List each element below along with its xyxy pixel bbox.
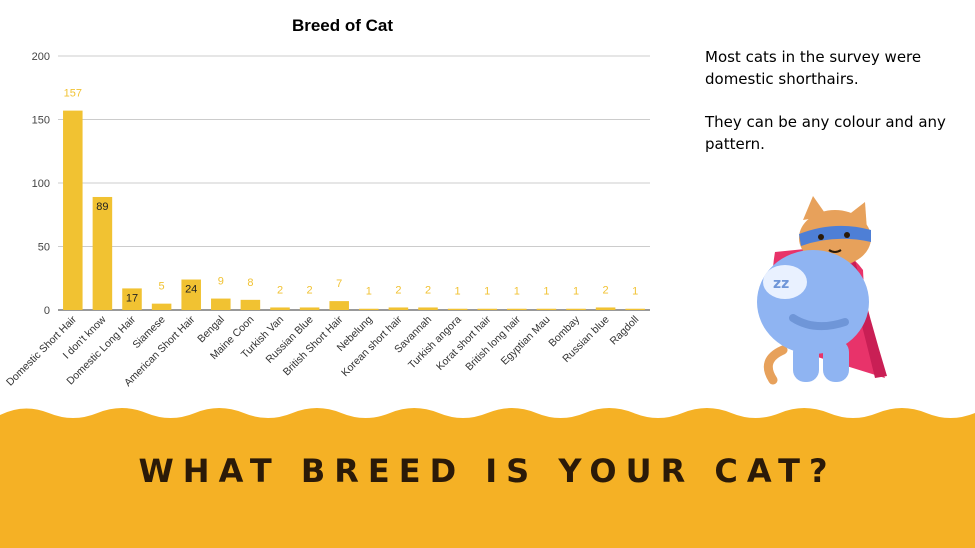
data-label: 5 — [159, 281, 165, 293]
data-label: 1 — [632, 286, 638, 298]
banner-background — [0, 408, 975, 548]
banner-title: WHAT BREED IS YOUR CAT? — [138, 452, 837, 490]
chart-title: Breed of Cat — [291, 16, 394, 35]
description-text: Most cats in the survey were domestic sh… — [705, 46, 960, 176]
data-label: 17 — [126, 292, 138, 304]
y-tick-label: 100 — [32, 178, 50, 190]
bar — [566, 308, 586, 310]
data-label: 7 — [336, 278, 342, 290]
y-tick-label: 150 — [32, 115, 50, 127]
bar — [240, 299, 261, 310]
bar — [63, 110, 83, 310]
description-paragraph-2: They can be any colour and any pattern. — [705, 113, 946, 153]
bar — [595, 307, 616, 310]
data-label: 2 — [425, 284, 431, 296]
svg-text:zz: zz — [773, 276, 789, 292]
data-label: 24 — [185, 284, 197, 296]
data-label: 8 — [247, 277, 253, 289]
data-label: 9 — [218, 276, 224, 288]
y-tick-label: 200 — [32, 51, 50, 63]
bar — [447, 308, 468, 310]
bar — [122, 288, 142, 310]
bar — [477, 308, 497, 310]
data-label: 157 — [64, 88, 82, 100]
data-label: 2 — [277, 284, 283, 296]
bar — [418, 307, 438, 310]
data-label: 1 — [484, 286, 490, 298]
bar — [92, 196, 113, 310]
data-label: 89 — [96, 201, 108, 213]
data-label: 2 — [307, 284, 313, 296]
data-label: 2 — [395, 284, 401, 296]
bar — [507, 308, 527, 310]
bar — [625, 308, 645, 310]
bar — [329, 301, 349, 310]
bar — [536, 308, 557, 310]
x-tick-label: Ragdoll — [608, 314, 642, 348]
bar — [151, 303, 172, 310]
y-tick-label: 0 — [44, 305, 50, 317]
bar — [299, 307, 320, 310]
description-paragraph-1: Most cats in the survey were domestic sh… — [705, 48, 922, 88]
data-label: 1 — [366, 286, 372, 298]
sleeping-cat-superhero-illustration: zz — [757, 196, 887, 385]
data-label: 1 — [514, 286, 520, 298]
bar — [211, 298, 231, 310]
bar — [270, 307, 290, 310]
bar — [181, 279, 201, 310]
data-label: 1 — [573, 286, 579, 298]
y-tick-label: 50 — [38, 242, 50, 254]
data-label: 2 — [603, 284, 609, 296]
bar — [388, 307, 409, 310]
data-label: 1 — [455, 286, 461, 298]
bar — [359, 308, 379, 310]
data-label: 1 — [543, 286, 549, 298]
